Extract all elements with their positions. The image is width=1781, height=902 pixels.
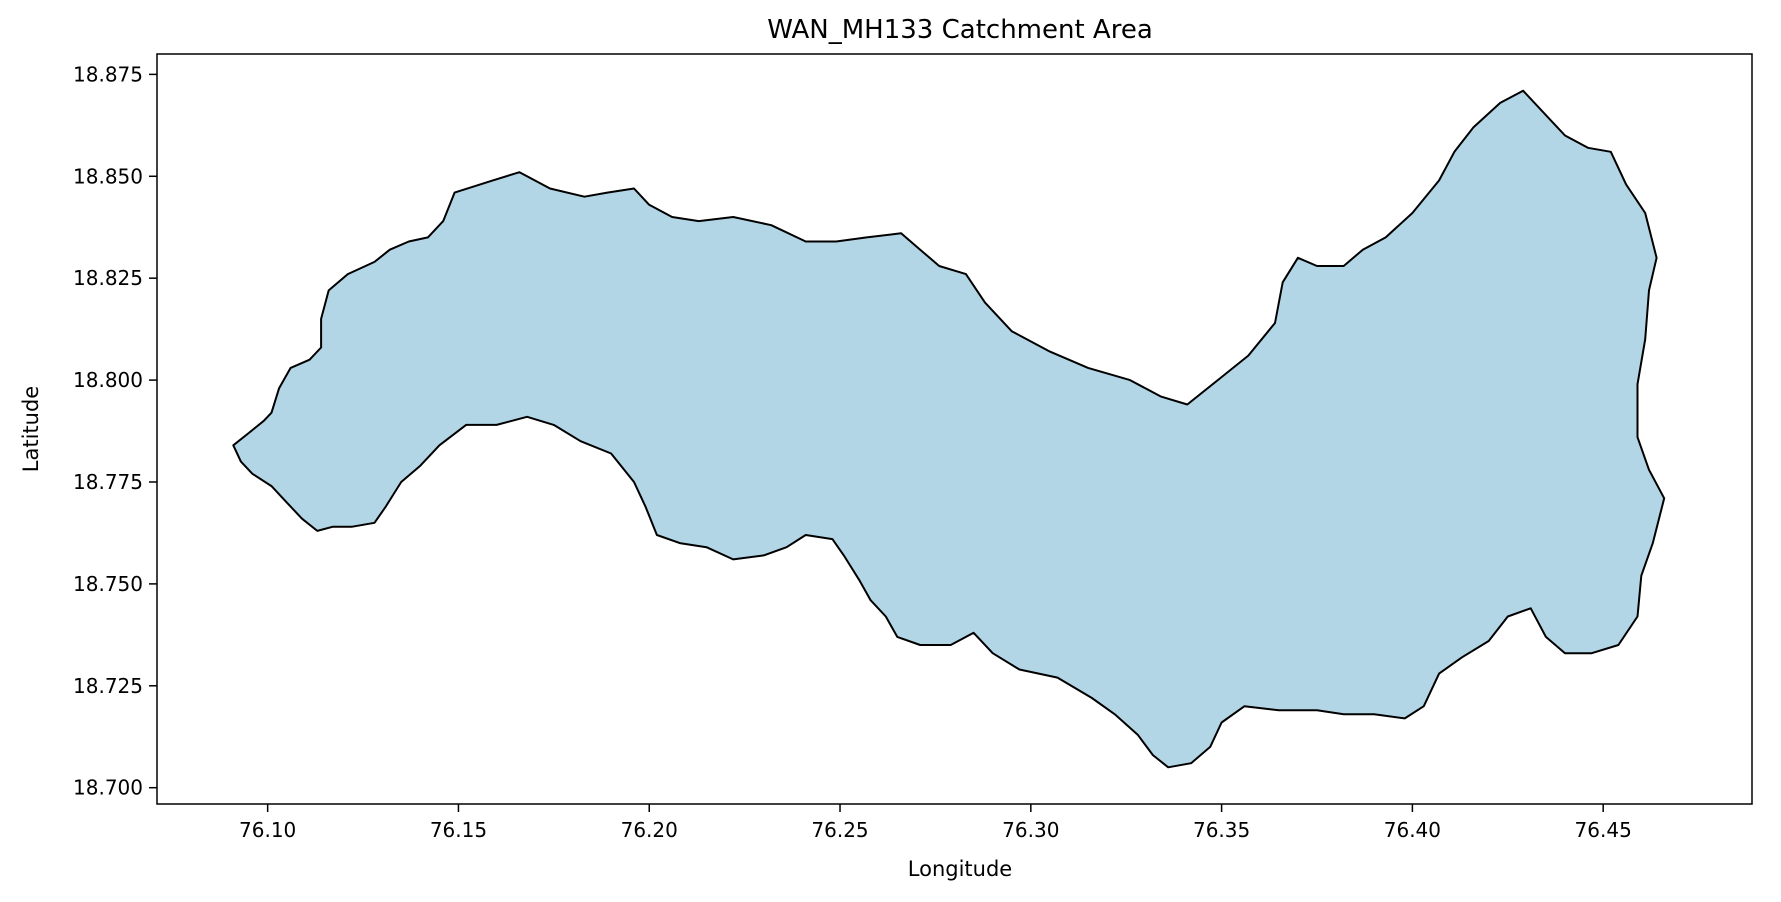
x-tick-label: 76.25 bbox=[811, 818, 868, 842]
axes-frame bbox=[156, 53, 1753, 805]
y-tick-label: 18.700 bbox=[73, 776, 143, 800]
x-tick-label: 76.40 bbox=[1384, 818, 1441, 842]
plot-area bbox=[156, 53, 1753, 805]
x-tick-label: 76.20 bbox=[621, 818, 678, 842]
x-tick-label: 76.30 bbox=[1002, 818, 1059, 842]
y-tick-label: 18.750 bbox=[73, 572, 143, 596]
x-tick-label: 76.45 bbox=[1575, 818, 1632, 842]
y-tick-label: 18.825 bbox=[73, 266, 143, 290]
catchment-polygon bbox=[232, 89, 1666, 769]
x-tick-label: 76.35 bbox=[1193, 818, 1250, 842]
x-axis-ticks: 76.10 76.15 76.20 76.25 76.30 76.35 76.40 76.45 bbox=[239, 804, 1632, 842]
x-tick-label: 76.10 bbox=[239, 818, 296, 842]
y-tick-label: 18.725 bbox=[73, 674, 143, 698]
x-tick-label: 76.15 bbox=[430, 818, 487, 842]
y-tick-label: 18.775 bbox=[73, 470, 143, 494]
y-tick-label: 18.850 bbox=[73, 164, 143, 188]
plot-title: WAN_MH133 Catchment Area bbox=[767, 15, 1153, 45]
y-axis-ticks: 18.700 18.725 18.750 18.775 18.800 18.825 18.8… bbox=[73, 62, 157, 800]
y-tick-label: 18.800 bbox=[73, 368, 143, 392]
x-axis-label: Longitude bbox=[908, 857, 1012, 881]
y-tick-label: 18.875 bbox=[73, 62, 143, 86]
y-axis-label: Latitude bbox=[19, 386, 43, 472]
